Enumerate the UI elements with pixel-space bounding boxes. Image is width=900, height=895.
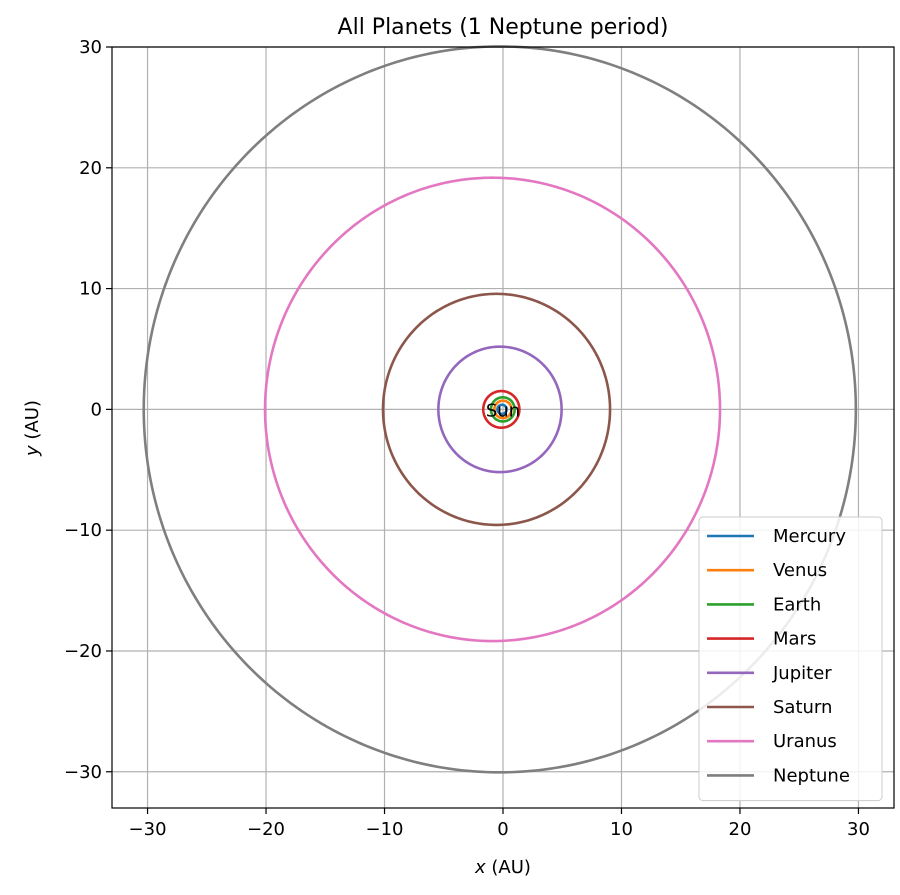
y-tick-label: −20	[64, 641, 102, 662]
x-tick-label: −10	[366, 819, 404, 840]
x-axis-unit: (AU)	[486, 857, 531, 878]
y-ticks: −30 −20 −10 0 10 20 30	[64, 37, 112, 783]
legend-label: Saturn	[773, 697, 832, 718]
orbit-venus	[493, 399, 513, 420]
legend-label: Mercury	[773, 526, 846, 547]
chart-title: All Planets (1 Neptune period)	[338, 15, 669, 40]
y-tick-label: −10	[64, 520, 102, 541]
orbit-uranus	[263, 176, 722, 643]
legend: Mercury Venus Earth Mars Jupiter Saturn Uranus…	[698, 516, 883, 802]
x-tick-label: 20	[729, 819, 752, 840]
legend-label: Earth	[773, 594, 821, 615]
x-tick-label: 30	[847, 819, 870, 840]
sun-annotation: Sun	[486, 400, 520, 421]
y-tick-label: 0	[91, 399, 102, 420]
x-axis-variable: x	[474, 857, 486, 878]
y-tick-label: −30	[64, 762, 102, 783]
legend-label: Neptune	[773, 765, 850, 786]
legend-label: Mars	[773, 629, 816, 650]
orbits	[142, 45, 858, 774]
y-axis-variable: y	[22, 445, 43, 457]
orbit-neptune	[142, 45, 858, 774]
x-tick-label: 10	[610, 819, 633, 840]
legend-label: Venus	[773, 560, 827, 581]
x-axis-label: x (AU)	[474, 857, 531, 878]
y-tick-label: 20	[79, 158, 102, 179]
orbit-jupiter	[437, 345, 563, 474]
x-tick-label: −20	[247, 819, 285, 840]
x-tick-label: −30	[129, 819, 167, 840]
legend-label: Jupiter	[772, 663, 832, 684]
y-tick-label: 30	[79, 37, 102, 58]
orbit-earth	[489, 395, 516, 423]
y-axis-label: y (AU)	[22, 400, 43, 457]
legend-label: Uranus	[773, 731, 837, 752]
orbit-saturn	[381, 292, 612, 527]
y-tick-label: 10	[79, 279, 102, 300]
orbit-mars	[481, 389, 521, 430]
legend-box	[698, 516, 883, 802]
y-axis-unit: (AU)	[22, 400, 43, 445]
orbit-mercury	[496, 403, 508, 416]
x-ticks: −30 −20 −10 0 10 20 30	[129, 808, 870, 840]
x-tick-label: 0	[497, 819, 508, 840]
